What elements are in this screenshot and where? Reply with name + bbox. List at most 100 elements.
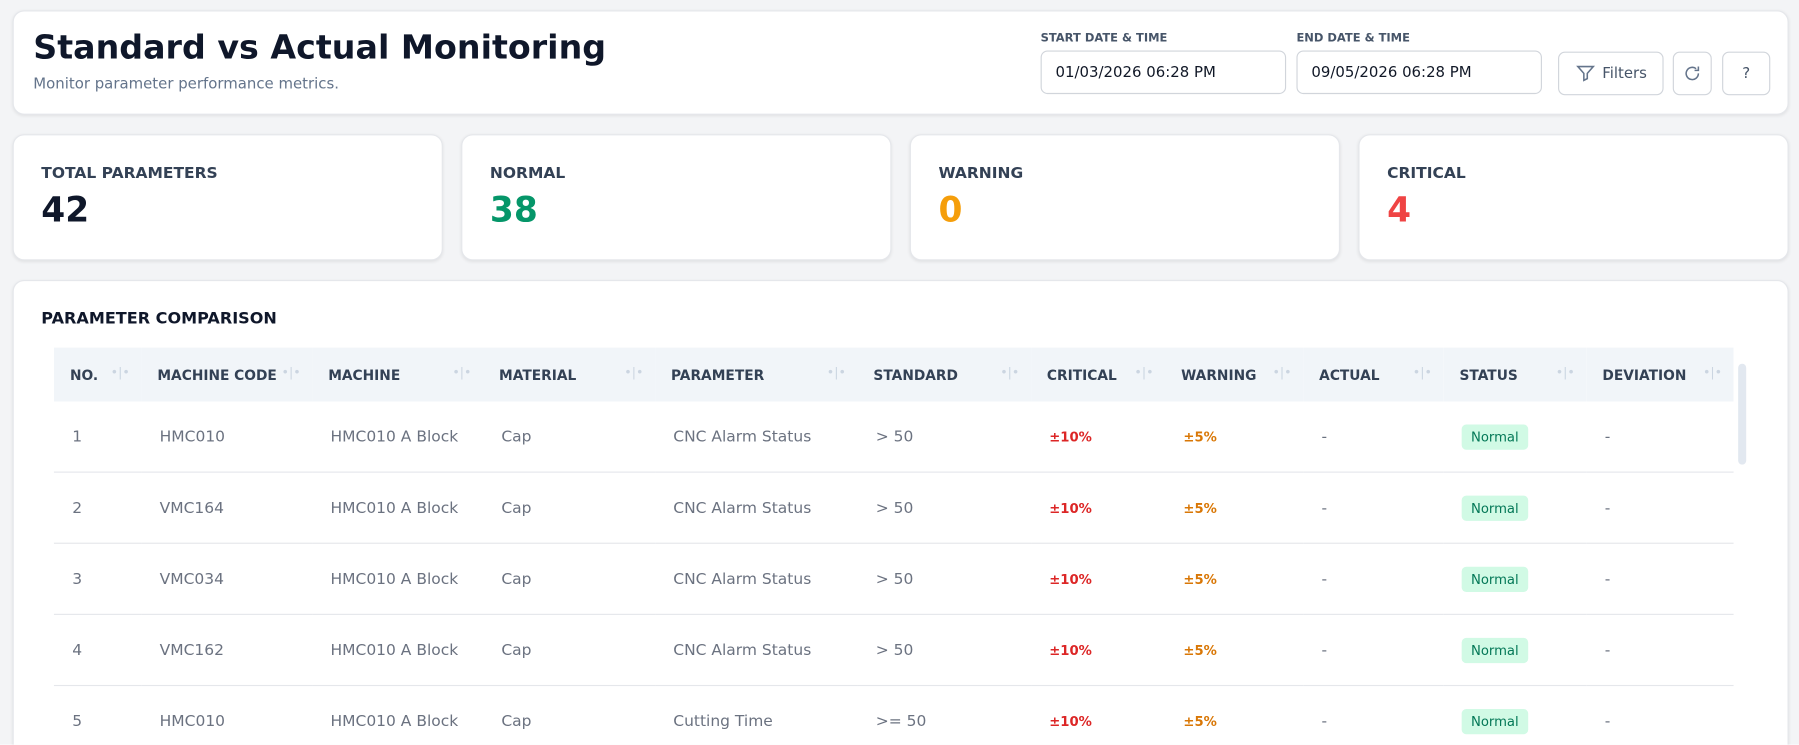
column-header: STATUS •|•: [1443, 347, 1587, 402]
status-cell: Normal: [1443, 614, 1587, 687]
status-badge: Normal: [1461, 708, 1528, 734]
table-cell: >= 50: [857, 685, 1031, 745]
resize-handle[interactable]: •|•: [624, 364, 644, 380]
stat-value: 4: [1387, 190, 1412, 231]
table-cell: ±10%: [1030, 685, 1166, 745]
column-header: CRITICAL •|•: [1030, 347, 1166, 402]
table-cell: 3: [53, 543, 142, 615]
table-cell: Cap: [482, 614, 655, 687]
table-cell: -: [1586, 543, 1734, 615]
table-cell: CNC Alarm Status: [654, 472, 858, 544]
table-row: 5 HMC010 HMC010 A Block Cap Cutting Time >= 5…: [53, 685, 1734, 745]
column-header: MATERIAL •|•: [482, 347, 655, 402]
status-badge: Normal: [1461, 637, 1528, 663]
column-title: WARNING: [1181, 366, 1257, 383]
table-row: 3 VMC034 HMC010 A Block Cap CNC Alarm Status…: [53, 543, 1734, 615]
table-cell: HMC010 A Block: [312, 685, 483, 745]
column-title: MACHINE CODE: [157, 366, 277, 383]
column-header: ACTUAL •|•: [1303, 347, 1444, 402]
stat-label: TOTAL PARAMETERS: [41, 164, 218, 183]
table-cell: -: [1303, 614, 1444, 687]
table-cell: CNC Alarm Status: [654, 614, 858, 687]
help-button[interactable]: ?: [1722, 51, 1771, 96]
end-label: END DATE & TIME: [1296, 32, 1410, 45]
column-title: STANDARD: [873, 366, 958, 383]
table-cell: -: [1586, 401, 1734, 473]
column-header: MACHINE CODE •|•: [141, 347, 313, 402]
resize-handle[interactable]: •|•: [1555, 364, 1575, 380]
help-text: ?: [1742, 64, 1751, 83]
stat-label: WARNING: [938, 164, 1024, 183]
column-title: MACHINE: [328, 366, 401, 383]
start-label: START DATE & TIME: [1040, 32, 1168, 45]
resize-handle[interactable]: •|•: [1412, 364, 1432, 380]
table-cell: > 50: [857, 401, 1031, 473]
table-cell: -: [1586, 472, 1734, 544]
status-cell: Normal: [1443, 685, 1587, 745]
column-title: PARAMETER: [670, 366, 765, 383]
table-cell: ±5%: [1165, 685, 1304, 745]
table-cell: ±5%: [1165, 401, 1304, 473]
resize-handle[interactable]: •|•: [110, 364, 130, 380]
table-cell: Cap: [482, 472, 655, 544]
table-cell: -: [1586, 685, 1734, 745]
table-cell: > 50: [857, 543, 1031, 615]
column-title: NO.: [69, 366, 99, 383]
column-title: STATUS: [1459, 366, 1518, 383]
table-cell: HMC010 A Block: [312, 543, 483, 615]
filters-button[interactable]: Filters: [1558, 51, 1664, 96]
table-row: 1 HMC010 HMC010 A Block Cap CNC Alarm Status…: [53, 401, 1734, 473]
column-header: MACHINE •|•: [312, 347, 483, 402]
table-cell: HMC010: [141, 685, 313, 745]
column-header: STANDARD •|•: [857, 347, 1031, 402]
end-input[interactable]: 09/05/2026 06:28 PM: [1296, 50, 1542, 95]
resize-handle[interactable]: •|•: [1000, 364, 1020, 380]
table-cell: 1: [53, 401, 142, 473]
resize-handle[interactable]: •|•: [826, 364, 846, 380]
table-cell: -: [1303, 472, 1444, 544]
table-cell: Cap: [482, 401, 655, 473]
refresh-icon: [1685, 66, 1700, 81]
filters-text: Filters: [1602, 64, 1647, 83]
status-cell: Normal: [1443, 401, 1587, 473]
stat-value: 42: [41, 190, 90, 231]
scrollbar[interactable]: [1738, 363, 1747, 465]
resize-handle[interactable]: •|•: [1272, 364, 1292, 380]
table-cell: Cap: [482, 685, 655, 745]
table-cell: ±10%: [1030, 543, 1166, 615]
start-input[interactable]: 01/03/2026 06:28 PM: [1040, 50, 1287, 95]
column-title: DEVIATION: [1602, 366, 1687, 383]
table-cell: CNC Alarm Status: [654, 401, 858, 473]
column-header: WARNING •|•: [1165, 347, 1304, 402]
column-header: DEVIATION •|•: [1586, 347, 1734, 402]
filter-icon: [1575, 65, 1595, 82]
resize-handle[interactable]: •|•: [1702, 364, 1723, 380]
stat-value: 38: [489, 190, 538, 231]
table-cell: HMC010 A Block: [312, 472, 483, 544]
table-cell: ±5%: [1165, 614, 1304, 687]
resize-handle[interactable]: •|•: [452, 364, 472, 380]
page-title: Standard vs Actual Monitoring: [33, 27, 607, 67]
header-card: Standard vs Actual Monitoring Monitor pa…: [12, 10, 1789, 115]
column-header: PARAMETER •|•: [654, 347, 858, 402]
stat-card: WARNING 0: [909, 134, 1341, 261]
stat-card: NORMAL 38: [461, 134, 892, 261]
table-cell: HMC010 A Block: [312, 614, 483, 687]
table-cell: Cap: [482, 543, 655, 615]
stat-card: TOTAL PARAMETERS 42: [12, 134, 443, 261]
table-cell: > 50: [857, 614, 1031, 687]
table-cell: ±5%: [1165, 543, 1304, 615]
table-cell: HMC010: [141, 401, 313, 473]
column-title: MATERIAL: [499, 366, 577, 383]
page-subtitle: Monitor parameter performance metrics.: [33, 75, 339, 93]
table-cell: ±10%: [1030, 614, 1166, 687]
resize-handle[interactable]: •|•: [281, 364, 301, 380]
stat-label: CRITICAL: [1387, 164, 1466, 183]
refresh-button[interactable]: [1672, 51, 1712, 96]
status-badge: Normal: [1461, 423, 1528, 450]
table-card: PARAMETER COMPARISON NO. •|• MACHINE CODE •…: [12, 279, 1789, 745]
resize-handle[interactable]: •|•: [1134, 364, 1154, 380]
status-cell: Normal: [1443, 472, 1587, 544]
table-row: 4 VMC162 HMC010 A Block Cap CNC Alarm Status…: [53, 614, 1734, 687]
